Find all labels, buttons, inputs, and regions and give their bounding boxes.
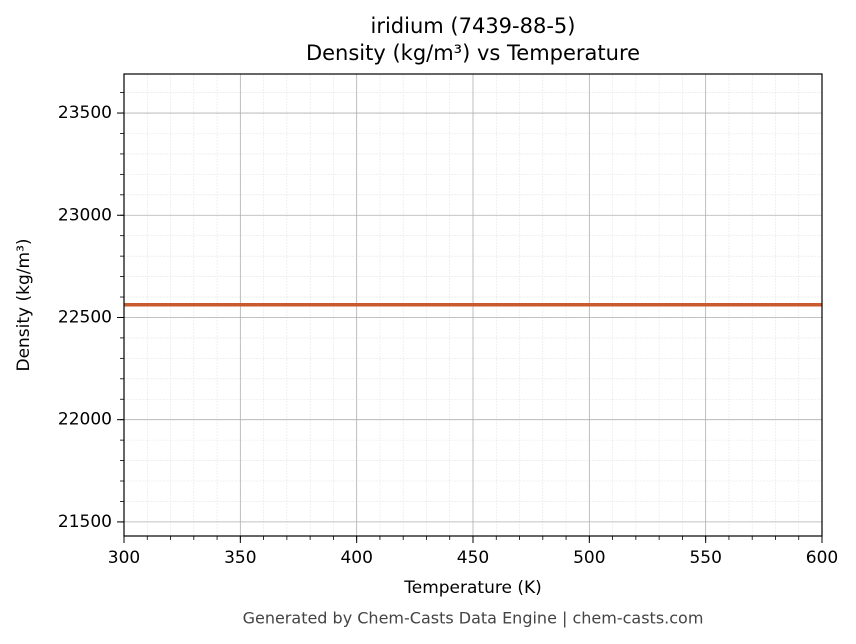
y-tick-label: 23500 [58, 103, 112, 123]
chart-title: iridium (7439-88-5) [371, 14, 576, 38]
x-tick-label: 350 [224, 548, 256, 568]
y-tick-label: 23000 [58, 205, 112, 225]
chart-subtitle: Density (kg/m³) vs Temperature [306, 41, 640, 65]
x-tick-label: 400 [340, 548, 372, 568]
x-tick-label: 450 [457, 548, 489, 568]
y-tick-label: 22000 [58, 410, 112, 430]
y-axis-label: Density (kg/m³) [14, 238, 34, 371]
x-tick-label: 300 [108, 548, 140, 568]
x-tick-label: 600 [806, 548, 838, 568]
x-tick-label: 500 [573, 548, 605, 568]
y-tick-label: 22500 [58, 307, 112, 327]
plot-frame [123, 73, 823, 537]
x-axis-label: Temperature (K) [403, 578, 542, 598]
y-tick-label: 21500 [58, 512, 112, 532]
footer: Generated by Chem-Casts Data Engine | ch… [243, 609, 704, 628]
x-tick-label: 550 [689, 548, 721, 568]
